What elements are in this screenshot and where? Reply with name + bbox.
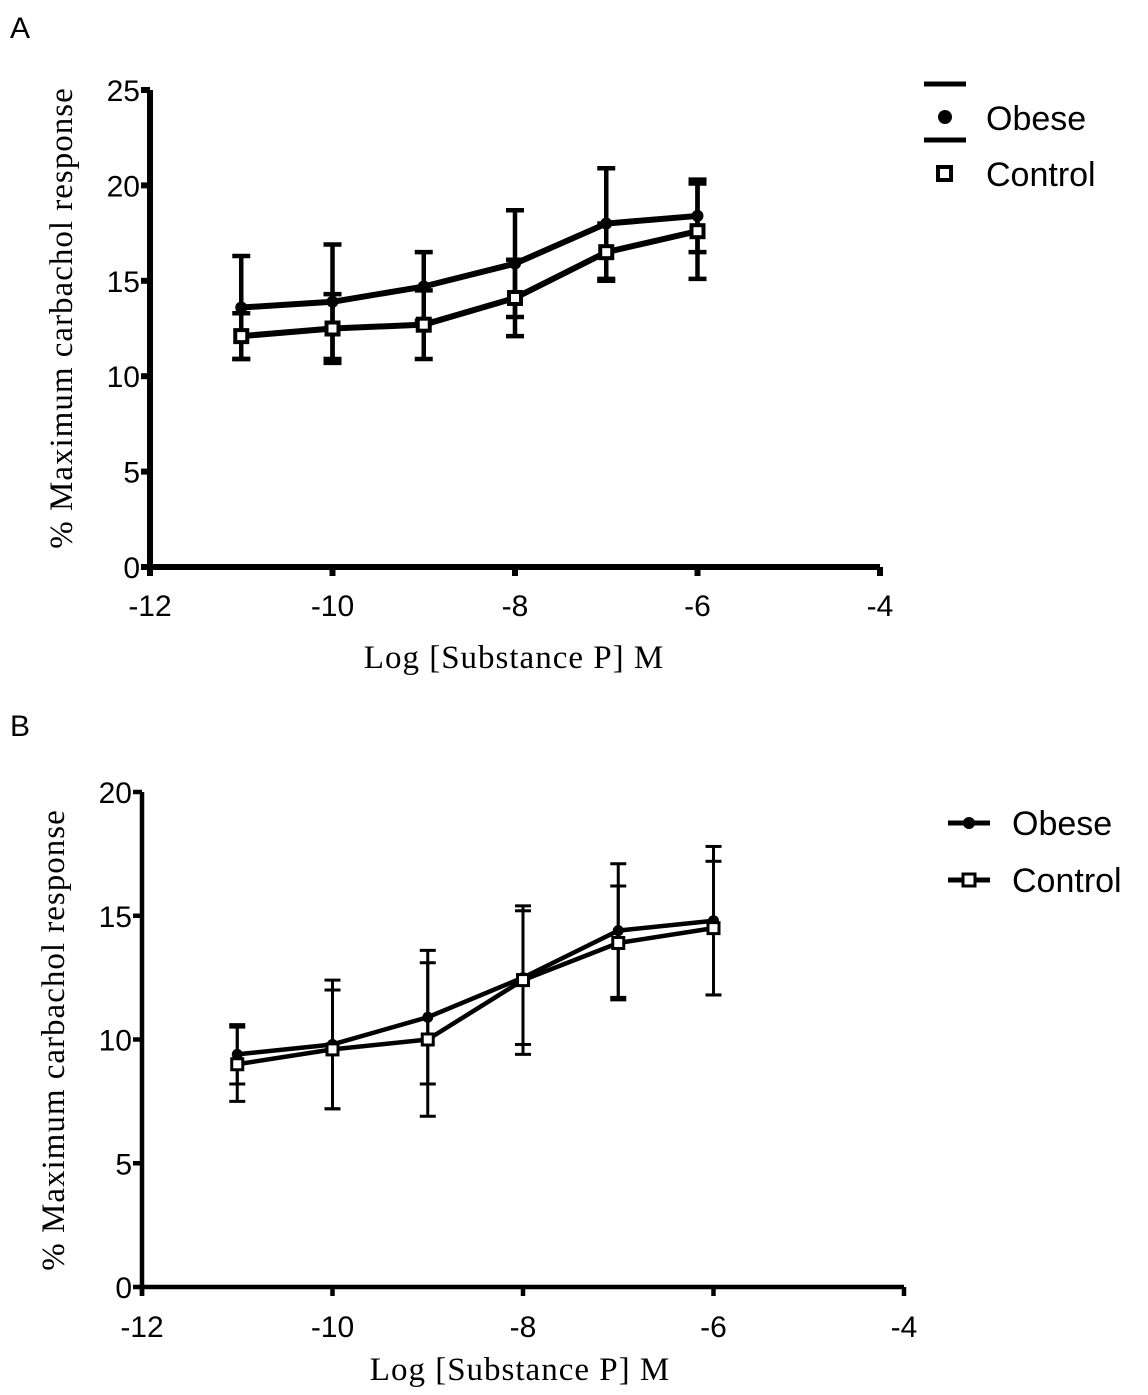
x-tick-label: -12 xyxy=(128,590,171,623)
control-data-point xyxy=(415,316,432,333)
panel-a-x-axis-title: Log [Substance P] M xyxy=(364,640,664,676)
control-data-point xyxy=(598,244,615,261)
panel-b-plot: 0 5 10 15 20 -12 -10 -8 -6 -4 xyxy=(99,777,918,1344)
obese-data-point xyxy=(691,209,704,222)
obese-data-point xyxy=(612,925,624,937)
obese-series-line xyxy=(241,212,698,311)
panel-a-legend: Obese Control xyxy=(924,81,1096,194)
control-data-point xyxy=(689,223,706,240)
control-data-point xyxy=(507,289,523,306)
y-tick-label: 15 xyxy=(107,266,140,299)
control-data-point xyxy=(325,1042,340,1057)
control-series-line xyxy=(236,925,714,1067)
panel-a-y-axis-title: % Maximum carbachol response xyxy=(44,87,80,548)
legend-control-label: Control xyxy=(986,156,1096,194)
legend-obese-marker xyxy=(963,817,975,829)
y-tick-label: 10 xyxy=(99,1025,132,1058)
x-tick-label: -10 xyxy=(311,1311,354,1344)
panel-a-plot: 0 5 10 15 20 25 -12 -10 -8 -6 -4 xyxy=(107,75,894,623)
x-tick-label: -4 xyxy=(891,1311,918,1344)
x-tick-label: -6 xyxy=(700,1311,727,1344)
panel-a: A 0 5 10 15 20 25 -12 -10 -8 -6 -4 Log [Substance … xyxy=(10,12,1096,676)
y-tick-label: 20 xyxy=(99,777,132,810)
panel-b-legend: Obese Control xyxy=(948,805,1122,900)
obese-data-point xyxy=(326,295,339,308)
x-tick-label: -12 xyxy=(120,1311,163,1344)
y-tick-label: 0 xyxy=(115,1272,132,1305)
x-tick-label: -8 xyxy=(502,590,529,623)
panel-label-a: A xyxy=(10,12,30,45)
control-data-point xyxy=(420,1032,435,1047)
y-tick-label: 5 xyxy=(123,457,140,490)
obese-data-point xyxy=(422,1011,434,1023)
control-data-point xyxy=(611,935,626,950)
legend-control-marker xyxy=(961,872,977,888)
legend-control-marker xyxy=(936,165,953,182)
y-tick-label: 15 xyxy=(99,901,132,934)
control-data-point xyxy=(706,921,721,936)
panel-b: B 0 5 10 15 20 -12 -10 -8 -6 -4 Log [Substance P]… xyxy=(10,710,1122,1388)
control-data-point xyxy=(230,1057,245,1072)
obese-data-point xyxy=(509,257,521,270)
legend-control-label: Control xyxy=(1012,862,1122,900)
obese-data-point xyxy=(600,217,613,230)
y-tick-label: 5 xyxy=(115,1148,132,1181)
panel-label-b: B xyxy=(10,710,30,743)
control-data-point xyxy=(324,320,341,337)
obese-data-point xyxy=(235,301,248,314)
obese-series-line xyxy=(237,918,714,1057)
y-tick-label: 25 xyxy=(107,75,140,108)
panel-b-x-axis-title: Log [Substance P] M xyxy=(370,1352,670,1388)
legend-obese-marker xyxy=(938,110,952,124)
legend-obese-label: Obese xyxy=(1012,805,1112,843)
x-tick-label: -8 xyxy=(510,1311,537,1344)
control-data-point xyxy=(516,973,530,988)
legend-obese-label: Obese xyxy=(986,100,1086,138)
control-data-point xyxy=(233,328,250,345)
x-tick-label: -4 xyxy=(867,590,894,623)
x-tick-label: -6 xyxy=(684,590,711,623)
y-tick-label: 20 xyxy=(107,170,140,203)
y-tick-label: 0 xyxy=(123,552,140,585)
obese-data-point xyxy=(417,280,430,293)
obese-data-point xyxy=(231,1048,243,1060)
panel-b-y-axis-title: % Maximum carbachol response xyxy=(36,809,72,1270)
y-tick-label: 10 xyxy=(107,361,140,394)
control-series-line xyxy=(240,228,699,340)
x-tick-label: -10 xyxy=(311,590,354,623)
